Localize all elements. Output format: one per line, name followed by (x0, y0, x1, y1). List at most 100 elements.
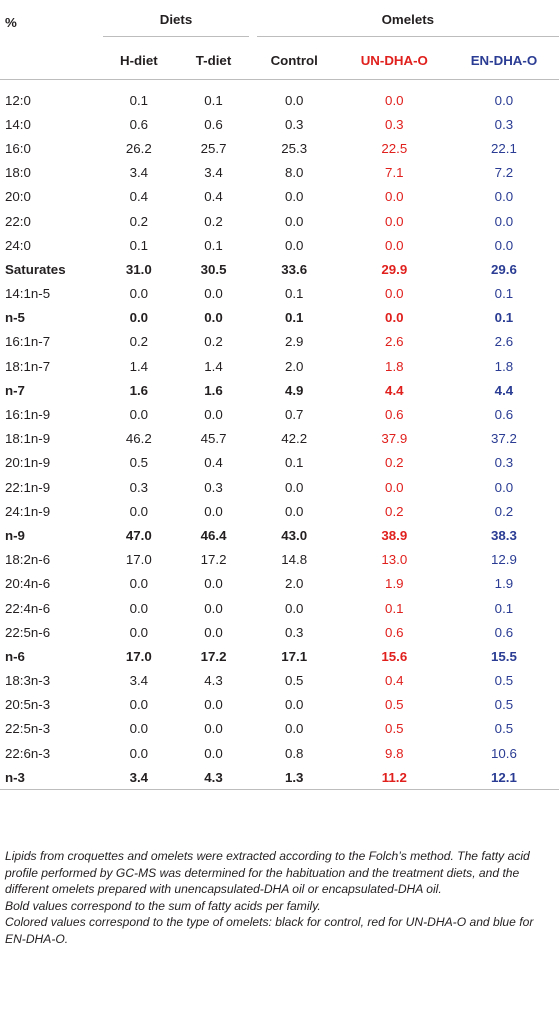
row-label: n-7 (5, 382, 25, 398)
cell-en-dha-o: 0.1 (494, 310, 514, 326)
cell-control: 17.1 (281, 648, 308, 664)
row-label: 24:0 (5, 237, 31, 253)
cell-control: 0.3 (284, 624, 304, 640)
cell-en-dha-o: 0.3 (494, 116, 514, 132)
row-label: 18:2n-6 (5, 552, 51, 568)
cell-t-diet: 0.2 (204, 334, 223, 350)
cell-t-diet: 0.0 (204, 624, 223, 640)
cell-h-diet: 17.0 (125, 552, 152, 568)
cell-t-diet: 0.0 (204, 697, 223, 713)
row-label: 22:4n-6 (5, 600, 51, 616)
cell-un-dha-o: 0.0 (385, 479, 404, 495)
cell-en-dha-o: 0.6 (494, 624, 514, 640)
cell-control: 2.0 (284, 358, 304, 374)
cell-en-dha-o: 37.2 (490, 431, 517, 447)
cell-en-dha-o: 0.5 (494, 697, 514, 713)
cell-un-dha-o: 11.2 (339, 765, 449, 791)
row-label: 22:5n-3 (5, 721, 51, 737)
cell-en-dha-o: 4.4 (494, 382, 514, 398)
cell-h-diet: 0.1 (129, 237, 149, 253)
row-label: Saturates (5, 261, 66, 277)
table-row: 16:1n-7 0.2 0.2 2.9 2.6 2.6 (0, 330, 559, 354)
table-row: 14:1n-5 0.0 0.0 0.1 0.0 0.1 (0, 282, 559, 306)
cell-en-dha-o: 1.9 (494, 576, 514, 592)
cell-t-diet: 46.4 (200, 527, 227, 543)
cell-h-diet: 3.4 (129, 673, 149, 689)
cell-un-dha-o: 0.0 (385, 237, 404, 253)
cell-control: 43.0 (281, 527, 308, 543)
table-row: 18:1n-9 46.2 45.7 42.2 37.9 37.2 (0, 427, 559, 451)
cell-control: 0.0 (284, 237, 304, 253)
table-row: n-3 3.4 4.3 1.3 11.2 12.1 (0, 765, 559, 791)
cell-control: 0.3 (284, 116, 304, 132)
cell-control: 0.8 (284, 745, 304, 761)
cell-t-diet: 1.4 (204, 358, 223, 374)
cell-control: 0.0 (284, 479, 304, 495)
row-label: 16:1n-7 (5, 334, 51, 350)
table-row: n-5 0.0 0.0 0.1 0.0 0.1 (0, 306, 559, 330)
cell-control: 0.1 (284, 286, 304, 302)
cell-en-dha-o: 0.5 (494, 721, 514, 737)
cell-h-diet: 0.0 (129, 697, 149, 713)
cell-un-dha-o: 0.3 (385, 116, 404, 132)
cell-en-dha-o: 0.5 (494, 673, 514, 689)
row-label: n-9 (5, 527, 25, 543)
cell-un-dha-o: 0.5 (385, 721, 404, 737)
cell-en-dha-o: 38.3 (490, 527, 517, 543)
cell-en-dha-o: 0.0 (494, 479, 514, 495)
table-row: 18:0 3.4 3.4 8.0 7.1 7.2 (0, 161, 559, 185)
table-row: Saturates 31.0 30.5 33.6 29.9 29.6 (0, 257, 559, 281)
cell-h-diet: 0.4 (129, 189, 149, 205)
cell-en-dha-o: 0.1 (494, 286, 514, 302)
cell-t-diet: 45.7 (200, 431, 227, 447)
cell-un-dha-o: 0.4 (385, 673, 404, 689)
cell-un-dha-o: 1.9 (385, 576, 404, 592)
cell-un-dha-o: 37.9 (381, 431, 408, 447)
cell-en-dha-o: 0.6 (494, 407, 514, 423)
cell-h-diet: 0.0 (129, 745, 149, 761)
cell-control: 1.3 (248, 765, 340, 791)
table-row: 18:2n-6 17.0 17.2 14.8 13.0 12.9 (0, 548, 559, 572)
cell-h-diet: 1.4 (129, 358, 149, 374)
cell-un-dha-o: 29.9 (381, 261, 408, 277)
cell-en-dha-o: 0.2 (494, 503, 514, 519)
cell-control: 0.1 (284, 310, 304, 326)
table-row: 24:1n-9 0.0 0.0 0.0 0.2 0.2 (0, 499, 559, 523)
row-label: n-5 (5, 310, 25, 326)
cell-control: 2.9 (284, 334, 304, 350)
column-header-row: H-diet T-diet Control UN-DHA-O EN-DHA-O (0, 41, 559, 80)
cell-en-dha-o: 1.8 (494, 358, 514, 374)
cell-t-diet: 0.2 (204, 213, 223, 229)
cell-un-dha-o: 0.6 (385, 407, 404, 423)
cell-h-diet: 0.1 (129, 92, 149, 108)
cell-t-diet: 0.6 (204, 116, 223, 132)
table-row: 18:1n-7 1.4 1.4 2.0 1.8 1.8 (0, 354, 559, 378)
cell-un-dha-o: 0.0 (385, 213, 404, 229)
footnote-colored-values: Colored values correspond to the type of… (5, 915, 534, 946)
cell-h-diet: 3.4 (99, 765, 179, 791)
cell-un-dha-o: 1.8 (385, 358, 404, 374)
corner-label: % (5, 15, 17, 30)
cell-t-diet: 0.0 (204, 503, 223, 519)
cell-t-diet: 0.4 (204, 189, 223, 205)
cell-un-dha-o: 0.2 (385, 455, 404, 471)
cell-un-dha-o: 22.5 (381, 140, 408, 156)
table-row: 22:6n-3 0.0 0.0 0.8 9.8 10.6 (0, 741, 559, 765)
cell-control: 0.0 (284, 721, 304, 737)
cell-t-diet: 0.3 (204, 479, 223, 495)
row-label: 18:0 (5, 165, 31, 181)
table-row: 20:4n-6 0.0 0.0 2.0 1.9 1.9 (0, 572, 559, 596)
cell-en-dha-o: 0.0 (494, 189, 514, 205)
cell-h-diet: 1.6 (129, 382, 149, 398)
cell-un-dha-o: 2.6 (385, 334, 404, 350)
cell-t-diet: 17.2 (200, 552, 227, 568)
table-row: 16:1n-9 0.0 0.0 0.7 0.6 0.6 (0, 402, 559, 426)
table-row: 24:0 0.1 0.1 0.0 0.0 0.0 (0, 233, 559, 257)
row-label: 20:0 (5, 189, 31, 205)
cell-en-dha-o: 0.0 (494, 237, 514, 253)
cell-t-diet: 30.5 (200, 261, 227, 277)
row-label: 16:1n-9 (5, 407, 51, 423)
table-row: n-9 47.0 46.4 43.0 38.9 38.3 (0, 523, 559, 547)
table-row: 22:1n-9 0.3 0.3 0.0 0.0 0.0 (0, 475, 559, 499)
cell-t-diet: 0.0 (204, 721, 223, 737)
